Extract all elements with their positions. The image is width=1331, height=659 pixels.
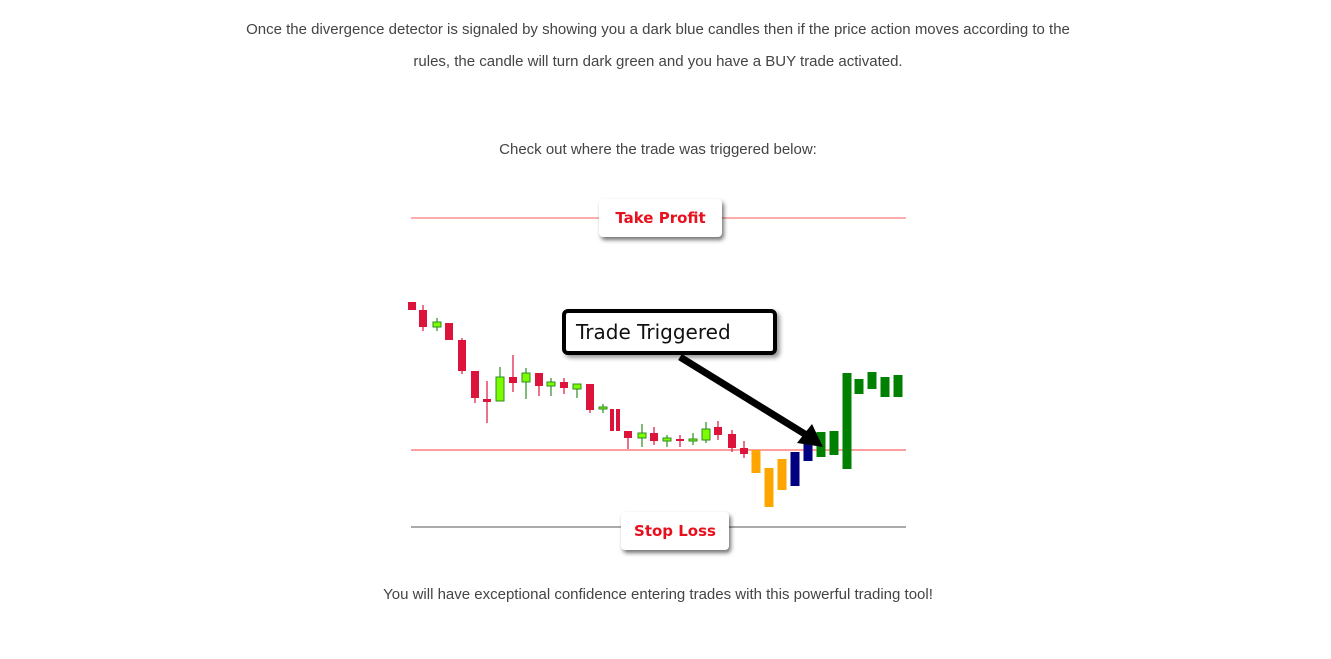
intro-line-1: Once the divergence detector is signaled… — [246, 21, 1070, 38]
candle-bear — [445, 323, 453, 340]
candle-bull — [546, 381, 556, 387]
candle-buy_active — [893, 375, 903, 397]
candle-bear — [471, 371, 479, 398]
callout-arrow-head-icon — [797, 424, 823, 447]
candle-bear — [458, 340, 466, 371]
candle-bear — [728, 434, 736, 448]
intro-paragraph: Once the divergence detector is signaled… — [0, 14, 1316, 78]
candle-bear — [714, 427, 722, 435]
candle-bear — [676, 439, 684, 441]
take-profit-label: Take Profit — [599, 199, 722, 237]
candle-bull — [521, 372, 531, 383]
candle-bear — [509, 377, 517, 383]
closing-text: You will have exceptional confidence ent… — [383, 586, 933, 603]
candle-bear — [650, 433, 658, 441]
candle-bear — [483, 399, 491, 402]
candle-buy_active — [867, 372, 877, 389]
candle-bear — [560, 382, 568, 388]
candle-bear — [586, 384, 594, 410]
candle-bear — [740, 448, 748, 454]
candle-bear — [624, 431, 632, 438]
candle-bull — [637, 432, 647, 439]
candle-bull — [688, 438, 698, 442]
stop-loss-label: Stop Loss — [621, 512, 729, 550]
candle-bear — [408, 302, 416, 310]
candle-divergence_down — [777, 459, 787, 490]
trade-triggered-callout: Trade Triggered — [562, 309, 777, 355]
candle-bear — [419, 310, 427, 327]
candle-buy_active — [842, 373, 852, 469]
candle-divergence_down — [751, 450, 761, 473]
candle-bull — [572, 383, 582, 390]
candle-buy_active — [854, 379, 864, 394]
intro-line-2: rules, the candle will turn dark green a… — [413, 53, 903, 70]
candle-bull — [701, 428, 711, 441]
candle-bull — [432, 321, 442, 328]
candle-bull — [495, 376, 505, 402]
candle-bear — [535, 373, 543, 386]
callout-arrow-shaft — [678, 354, 810, 439]
candle-bull — [662, 437, 672, 442]
candle-divergence_signal — [803, 432, 813, 461]
candle-buy_active — [829, 431, 839, 455]
candle-buy_active — [880, 377, 890, 397]
candle-divergence_down — [764, 468, 774, 507]
candle-bull — [598, 406, 608, 410]
check-text: Check out where the trade was triggered … — [499, 141, 817, 158]
candle-bear — [610, 409, 614, 431]
candle-divergence_signal — [790, 452, 800, 486]
candle-bear — [616, 409, 620, 431]
